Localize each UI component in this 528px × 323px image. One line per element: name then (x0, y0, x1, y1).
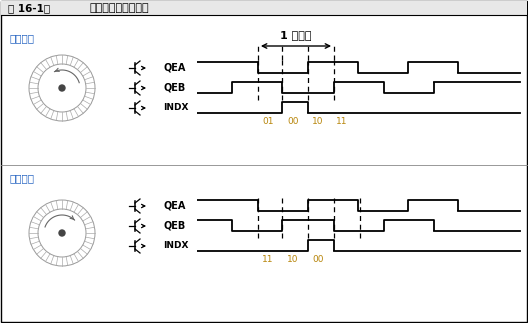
Text: 10: 10 (312, 117, 324, 126)
Text: QEA: QEA (163, 201, 185, 211)
Text: 11: 11 (262, 255, 274, 264)
Circle shape (59, 85, 65, 91)
Text: INDX: INDX (163, 242, 188, 251)
Text: 00: 00 (312, 255, 324, 264)
Bar (1, 1, 527, 15)
Text: 图 16-1：: 图 16-1： (8, 3, 50, 13)
Circle shape (59, 230, 65, 236)
Text: 10: 10 (287, 255, 299, 264)
Text: 01: 01 (262, 117, 274, 126)
Text: INDX: INDX (163, 103, 188, 112)
Text: 正交编码器接口信号: 正交编码器接口信号 (90, 3, 149, 13)
Text: QEA: QEA (163, 63, 185, 73)
Text: QEB: QEB (163, 83, 185, 93)
Text: 反向旋转: 反向旋转 (10, 173, 35, 183)
Text: QEB: QEB (163, 221, 185, 231)
Text: 正向旋转: 正向旋转 (10, 33, 35, 43)
Text: 11: 11 (336, 117, 348, 126)
Text: 00: 00 (287, 117, 299, 126)
Text: 1 个周期: 1 个周期 (280, 30, 312, 40)
